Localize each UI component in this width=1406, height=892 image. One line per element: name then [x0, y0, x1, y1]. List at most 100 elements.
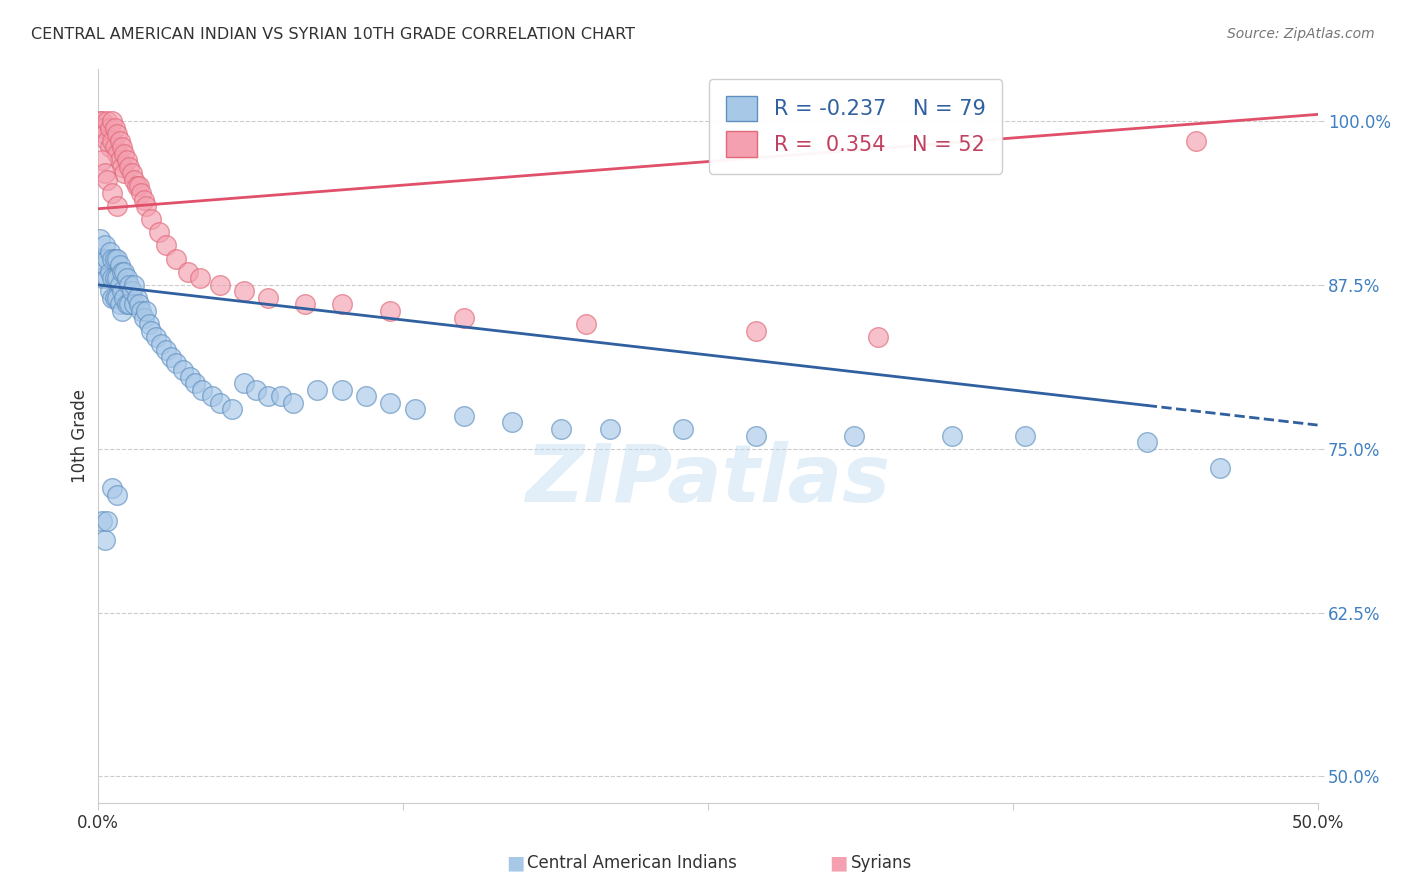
Point [118, 277, 141, 292]
Point [125, 291, 148, 305]
Point [1209, 461, 1232, 475]
Point [145, 330, 167, 344]
Point [96, 252, 118, 266]
Point [101, 481, 124, 495]
Point [118, 160, 141, 174]
Point [121, 166, 143, 180]
Point [101, 291, 124, 305]
Point [105, 271, 128, 285]
Point [108, 134, 131, 148]
Point [354, 389, 377, 403]
Point [380, 396, 402, 410]
Point [330, 383, 353, 397]
Point [245, 383, 267, 397]
Point [96, 271, 118, 285]
Point [104, 252, 127, 266]
Point [98, 265, 121, 279]
Point [96, 134, 118, 148]
Point [91, 252, 114, 266]
Text: CENTRAL AMERICAN INDIAN VS SYRIAN 10TH GRADE CORRELATION CHART: CENTRAL AMERICAN INDIAN VS SYRIAN 10TH G… [31, 27, 636, 42]
Point [135, 199, 157, 213]
Point [1136, 435, 1159, 450]
Point [101, 114, 124, 128]
Point [104, 120, 127, 135]
Point [550, 422, 572, 436]
Point [599, 422, 621, 436]
Point [307, 383, 329, 397]
Point [98, 120, 121, 135]
Point [105, 146, 128, 161]
Point [155, 343, 177, 358]
Point [108, 277, 131, 292]
Point [233, 376, 256, 391]
Y-axis label: 10th Grade: 10th Grade [72, 389, 89, 483]
Text: Source: ZipAtlas.com: Source: ZipAtlas.com [1227, 27, 1375, 41]
Point [453, 310, 475, 325]
Point [294, 297, 316, 311]
Point [125, 179, 148, 194]
Point [188, 271, 211, 285]
Point [96, 173, 118, 187]
Point [159, 350, 181, 364]
Point [89, 114, 111, 128]
Point [115, 271, 138, 285]
Point [179, 369, 201, 384]
Point [122, 277, 145, 292]
Point [111, 304, 134, 318]
Point [94, 127, 117, 141]
Point [132, 193, 155, 207]
Point [112, 146, 135, 161]
Point [128, 297, 150, 311]
Point [101, 134, 124, 148]
Point [257, 291, 280, 305]
Point [105, 252, 128, 266]
Point [131, 186, 153, 200]
Point [118, 297, 141, 311]
Point [91, 120, 114, 135]
Point [111, 160, 134, 174]
Text: ■: ■ [830, 854, 848, 872]
Point [1014, 428, 1036, 442]
Point [184, 376, 207, 391]
Point [745, 324, 768, 338]
Point [257, 389, 280, 403]
Point [112, 166, 135, 180]
Point [330, 297, 353, 311]
Point [91, 114, 114, 128]
Legend: R = -0.237    N = 79, R =  0.354    N = 52: R = -0.237 N = 79, R = 0.354 N = 52 [709, 78, 1002, 174]
Point [121, 285, 143, 299]
Point [111, 140, 134, 154]
Point [101, 271, 124, 285]
Point [172, 363, 194, 377]
Text: Syrians: Syrians [851, 855, 912, 872]
Point [842, 428, 865, 442]
Point [111, 285, 134, 299]
Point [208, 277, 231, 292]
Point [101, 252, 124, 266]
Point [89, 232, 111, 246]
Point [94, 166, 117, 180]
Point [165, 252, 187, 266]
Point [208, 396, 231, 410]
Point [91, 514, 114, 528]
Point [1184, 134, 1206, 148]
Point [191, 383, 214, 397]
Point [672, 422, 695, 436]
Point [122, 297, 145, 311]
Point [128, 179, 150, 194]
Point [115, 297, 138, 311]
Point [141, 324, 163, 338]
Point [155, 238, 177, 252]
Point [745, 428, 768, 442]
Point [141, 212, 163, 227]
Point [98, 285, 121, 299]
Point [98, 140, 121, 154]
Point [177, 265, 200, 279]
Point [101, 186, 124, 200]
Point [148, 226, 170, 240]
Text: ■: ■ [506, 854, 524, 872]
Point [501, 416, 523, 430]
Point [270, 389, 292, 403]
Point [91, 271, 114, 285]
Text: Central American Indians: Central American Indians [527, 855, 737, 872]
